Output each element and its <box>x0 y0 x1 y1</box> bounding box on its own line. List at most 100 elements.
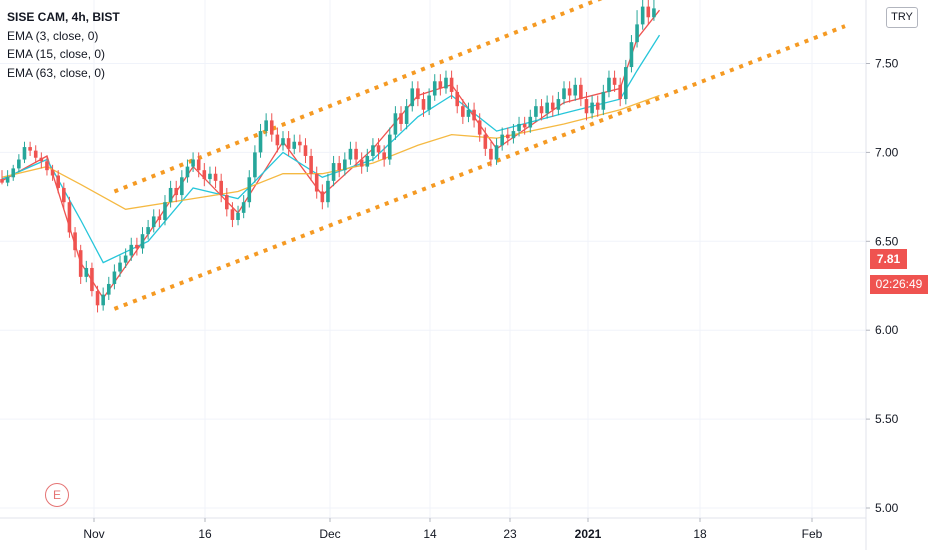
candle[interactable] <box>225 187 229 217</box>
candle[interactable] <box>455 84 460 114</box>
candle[interactable] <box>556 91 561 116</box>
candle[interactable] <box>640 0 645 30</box>
candle[interactable] <box>90 262 94 297</box>
candle[interactable] <box>410 81 415 112</box>
candle[interactable] <box>618 77 622 107</box>
candle[interactable] <box>343 152 347 176</box>
candle[interactable] <box>241 195 246 219</box>
candle[interactable] <box>151 209 156 233</box>
candle[interactable] <box>539 99 544 121</box>
candle[interactable] <box>607 70 611 98</box>
candle[interactable] <box>129 237 134 261</box>
candle[interactable] <box>629 35 634 73</box>
candle[interactable] <box>298 134 302 153</box>
candle[interactable] <box>236 205 240 226</box>
candle[interactable] <box>506 127 510 146</box>
candle[interactable] <box>438 74 443 96</box>
candle[interactable] <box>275 127 280 153</box>
candle[interactable] <box>393 106 398 140</box>
indicator-ema-15[interactable]: EMA (15, close, 0) <box>7 47 106 62</box>
candle[interactable] <box>258 123 263 158</box>
candle[interactable] <box>174 180 179 203</box>
candle[interactable] <box>579 77 583 107</box>
candle[interactable] <box>399 106 403 132</box>
candle[interactable] <box>477 113 482 142</box>
time-axis[interactable]: Nov 16 Dec 14 23 2021 18 Feb <box>83 518 823 541</box>
candle[interactable] <box>247 170 252 208</box>
candle[interactable] <box>62 182 66 210</box>
candle[interactable] <box>28 141 32 156</box>
candle[interactable] <box>416 81 420 107</box>
candle[interactable] <box>180 170 184 201</box>
candle[interactable] <box>550 95 555 117</box>
candle[interactable] <box>314 166 319 199</box>
candle[interactable] <box>449 70 454 100</box>
candle[interactable] <box>635 10 639 48</box>
candle[interactable] <box>112 264 117 290</box>
candle[interactable] <box>230 202 235 228</box>
candle[interactable] <box>562 81 566 105</box>
candle[interactable] <box>106 276 111 300</box>
indicator-ema-3[interactable]: EMA (3, close, 0) <box>7 28 99 43</box>
ema-line-1[interactable] <box>1 34 661 264</box>
indicator-ema-63[interactable]: EMA (63, close, 0) <box>7 65 106 80</box>
candle[interactable] <box>219 173 223 203</box>
candle[interactable] <box>73 227 77 258</box>
candle[interactable] <box>84 260 89 283</box>
candle[interactable] <box>421 91 426 117</box>
candle[interactable] <box>118 255 122 277</box>
candle[interactable] <box>365 148 370 172</box>
candle[interactable] <box>500 127 504 151</box>
candle[interactable] <box>359 152 364 174</box>
candle[interactable] <box>56 170 60 194</box>
candle[interactable] <box>545 95 549 119</box>
candle[interactable] <box>646 0 651 25</box>
candle[interactable] <box>17 154 21 172</box>
candle[interactable] <box>33 145 38 164</box>
earnings-marker[interactable]: E <box>45 483 69 507</box>
candle[interactable] <box>253 145 257 183</box>
candle[interactable] <box>331 155 336 187</box>
candle[interactable] <box>567 81 572 103</box>
candle[interactable] <box>157 209 162 228</box>
candle[interactable] <box>320 184 325 210</box>
candle[interactable] <box>11 164 16 181</box>
currency-badge[interactable]: TRY <box>886 7 918 28</box>
trend-line-upper[interactable] <box>113 0 845 194</box>
candle[interactable] <box>337 155 341 178</box>
candle[interactable] <box>624 59 628 105</box>
candle[interactable] <box>404 99 409 130</box>
candle[interactable] <box>461 99 465 124</box>
candle[interactable] <box>208 166 212 185</box>
candle[interactable] <box>326 173 330 208</box>
candle[interactable] <box>444 70 448 94</box>
candle[interactable] <box>264 113 268 137</box>
candle[interactable] <box>39 152 44 169</box>
candle[interactable] <box>163 195 167 226</box>
candle[interactable] <box>196 152 201 178</box>
candle[interactable] <box>309 148 313 181</box>
symbol-title[interactable]: SISE CAM, 4h, BIST <box>7 10 120 24</box>
candle[interactable] <box>483 127 488 156</box>
candle[interactable] <box>202 163 207 187</box>
candle[interactable] <box>135 237 139 256</box>
candle[interactable] <box>0 170 4 185</box>
candle[interactable] <box>427 88 431 116</box>
candle[interactable] <box>50 164 55 181</box>
candle[interactable] <box>140 227 145 254</box>
candle[interactable] <box>601 84 606 116</box>
candle[interactable] <box>511 123 516 144</box>
candle[interactable] <box>590 95 594 119</box>
candle[interactable] <box>168 180 173 208</box>
candle[interactable] <box>67 196 72 238</box>
candle[interactable] <box>466 102 471 123</box>
ema-line-2[interactable] <box>1 94 660 210</box>
price-axis[interactable]: 5.00 5.50 6.00 6.50 7.00 7.50 <box>866 57 899 516</box>
candle[interactable] <box>191 152 195 172</box>
candle[interactable] <box>281 131 285 151</box>
candle[interactable] <box>123 248 128 268</box>
candle[interactable] <box>584 91 589 121</box>
candle[interactable] <box>652 0 656 21</box>
candle[interactable] <box>292 134 297 155</box>
